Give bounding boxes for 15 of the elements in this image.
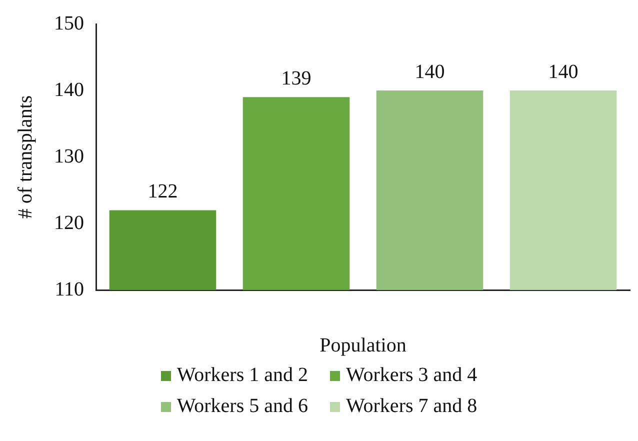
y-tick-label: 110 (54, 278, 84, 300)
y-tick-label: 140 (54, 78, 84, 101)
y-tick-label: 150 (54, 12, 84, 34)
legend-label: Workers 1 and 2 (176, 364, 308, 387)
legend-label: Workers 7 and 8 (346, 395, 478, 418)
x-axis-title: Population (320, 334, 406, 356)
data-label: 140 (548, 60, 578, 83)
y-tick-label: 130 (54, 145, 84, 168)
data-label: 122 (148, 180, 178, 202)
legend-label: Workers 3 and 4 (346, 364, 478, 387)
y-axis-title: # of transplants (14, 95, 36, 219)
y-tick-label: 120 (54, 212, 84, 234)
data-label: 139 (281, 67, 312, 90)
legend-label: Workers 5 and 6 (176, 395, 308, 418)
data-label: 140 (414, 60, 445, 83)
